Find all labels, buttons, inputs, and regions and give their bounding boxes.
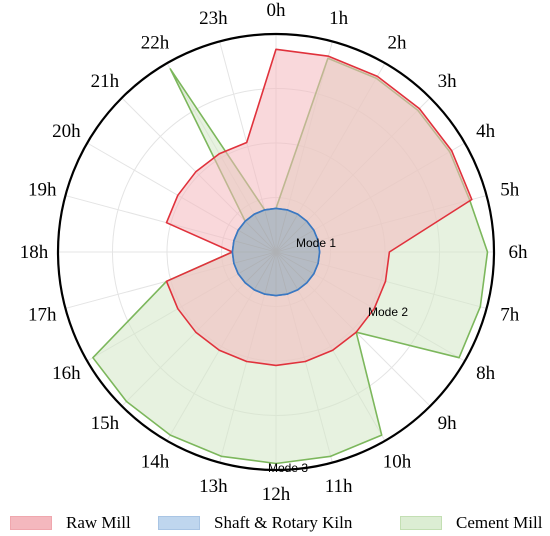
mode-annotations: Mode 1 Mode 2 Mode 3 — [268, 236, 408, 475]
hour-label-6h: 6h — [509, 242, 529, 263]
outer-ring — [56, 32, 496, 472]
hour-label-16h: 16h — [52, 363, 81, 384]
hour-label-18h: 18h — [20, 242, 49, 263]
radar-series — [92, 48, 489, 465]
legend-label-cement-mill: Cement Mill — [456, 513, 543, 532]
hour-label-11h: 11h — [325, 476, 353, 497]
radar-chart: 0h 1h 2h 3h 4h 5h 6h 7h 8h 9h 10h 11h 12h 13h 14h 15h 16… — [20, 0, 528, 505]
hour-label-9h: 9h — [438, 413, 458, 434]
hour-label-15h: 15h — [91, 413, 120, 434]
legend-label-kiln: Shaft & Rotary Kiln — [214, 513, 353, 532]
hour-labels: 0h 1h 2h 3h 4h 5h 6h 7h 8h 9h 10h 11h 12h 13h 14h 15h 16… — [20, 0, 528, 505]
kiln-core-fill — [231, 207, 321, 297]
kiln-core — [231, 207, 321, 297]
mode-3-label: Mode 3 — [268, 461, 308, 475]
legend-swatch-raw-mill — [10, 516, 52, 530]
hour-label-23h: 23h — [199, 8, 228, 29]
mode-1-label: Mode 1 — [296, 236, 336, 250]
hour-label-12h: 12h — [262, 484, 291, 505]
hour-label-2h: 2h — [388, 32, 408, 53]
hour-label-10h: 10h — [383, 452, 412, 473]
legend-swatch-cement-mill — [400, 516, 442, 530]
hour-label-8h: 8h — [476, 363, 496, 384]
legend-item-raw-mill[interactable]: Raw Mill — [10, 513, 131, 533]
series-raw-mill — [165, 48, 473, 367]
hour-label-22h: 22h — [141, 32, 170, 53]
mode-2-label: Mode 2 — [368, 305, 408, 319]
hour-label-0h: 0h — [267, 0, 287, 21]
hour-label-13h: 13h — [199, 476, 228, 497]
legend-swatch-kiln — [158, 516, 200, 530]
hour-label-21h: 21h — [91, 71, 120, 92]
hour-label-7h: 7h — [500, 305, 520, 326]
hour-label-4h: 4h — [476, 121, 496, 142]
legend-item-cement-mill[interactable]: Cement Mill — [400, 513, 542, 533]
legend-item-kiln[interactable]: Shaft & Rotary Kiln — [158, 513, 352, 533]
hour-label-17h: 17h — [28, 305, 57, 326]
legend-label-raw-mill: Raw Mill — [66, 513, 131, 532]
hour-label-3h: 3h — [438, 71, 458, 92]
hour-label-19h: 19h — [28, 179, 57, 200]
hour-label-5h: 5h — [500, 179, 520, 200]
hour-label-20h: 20h — [52, 121, 81, 142]
legend: Raw Mill Shaft & Rotary Kiln Cement Mill — [0, 505, 550, 536]
hour-label-14h: 14h — [141, 452, 170, 473]
hour-label-1h: 1h — [329, 8, 349, 29]
